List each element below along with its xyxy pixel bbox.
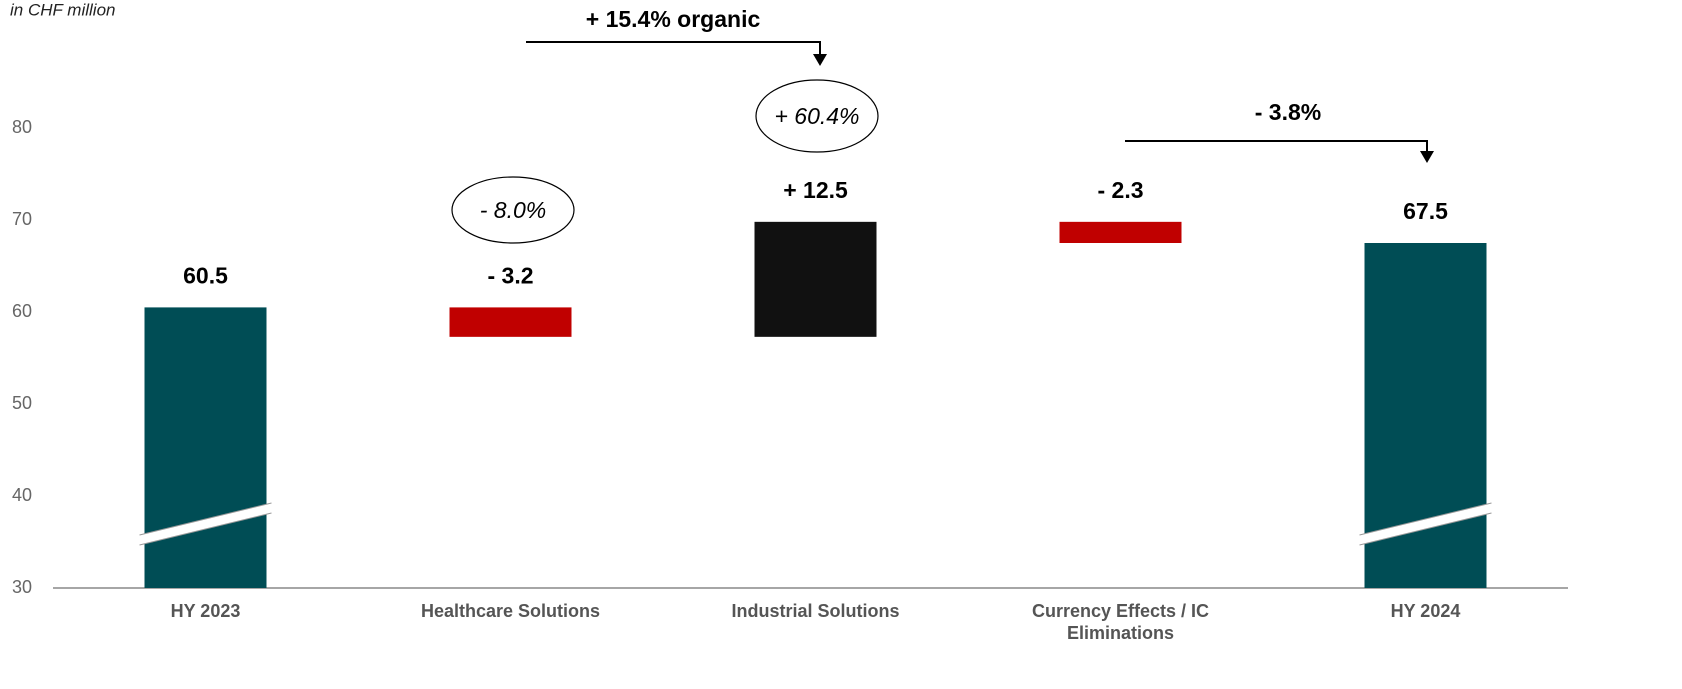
value-label: - 3.2 (487, 262, 533, 288)
axis-break (138, 503, 273, 545)
axis-break-edge (139, 502, 272, 536)
bar (144, 307, 267, 588)
bar (754, 221, 877, 337)
value-label: 60.5 (183, 262, 228, 288)
bar (1059, 221, 1182, 243)
axis-break-edge (139, 512, 272, 546)
x-tick-label: HY 2023 (170, 601, 241, 621)
value-label: - 2.3 (1097, 177, 1143, 203)
callout-ellipse (451, 176, 575, 244)
axis-break-edge (1359, 512, 1492, 546)
value-label: + 12.5 (783, 177, 848, 203)
annotation: - 8.0% (480, 197, 546, 223)
unit-note: in CHF million (10, 0, 116, 19)
annotation: - 3.8% (1255, 99, 1321, 125)
x-tick-label: Industrial Solutions (731, 601, 900, 621)
callout-ellipse (755, 79, 879, 153)
y-tick-label: 30 (12, 577, 32, 597)
annotation: + 15.4% organic (586, 6, 761, 32)
bar (449, 307, 572, 337)
arrowhead (1420, 151, 1434, 163)
y-tick-label: 70 (12, 209, 32, 229)
arrowhead (813, 54, 827, 66)
y-tick-label: 80 (12, 117, 32, 137)
axis-break-edge (1359, 502, 1492, 536)
x-tick-label: HY 2024 (1390, 601, 1461, 621)
bracket-arrow (1125, 140, 1428, 154)
value-label: 67.5 (1403, 198, 1448, 224)
annotation: + 60.4% (774, 103, 859, 129)
y-tick-label: 50 (12, 393, 32, 413)
bracket-arrow (526, 41, 821, 56)
y-tick-label: 60 (12, 301, 32, 321)
y-tick-label: 40 (12, 485, 32, 505)
axis-break (1358, 503, 1493, 545)
x-tick-label: Currency Effects / IC Eliminations (1031, 601, 1210, 643)
x-tick-label: Healthcare Solutions (420, 601, 601, 621)
